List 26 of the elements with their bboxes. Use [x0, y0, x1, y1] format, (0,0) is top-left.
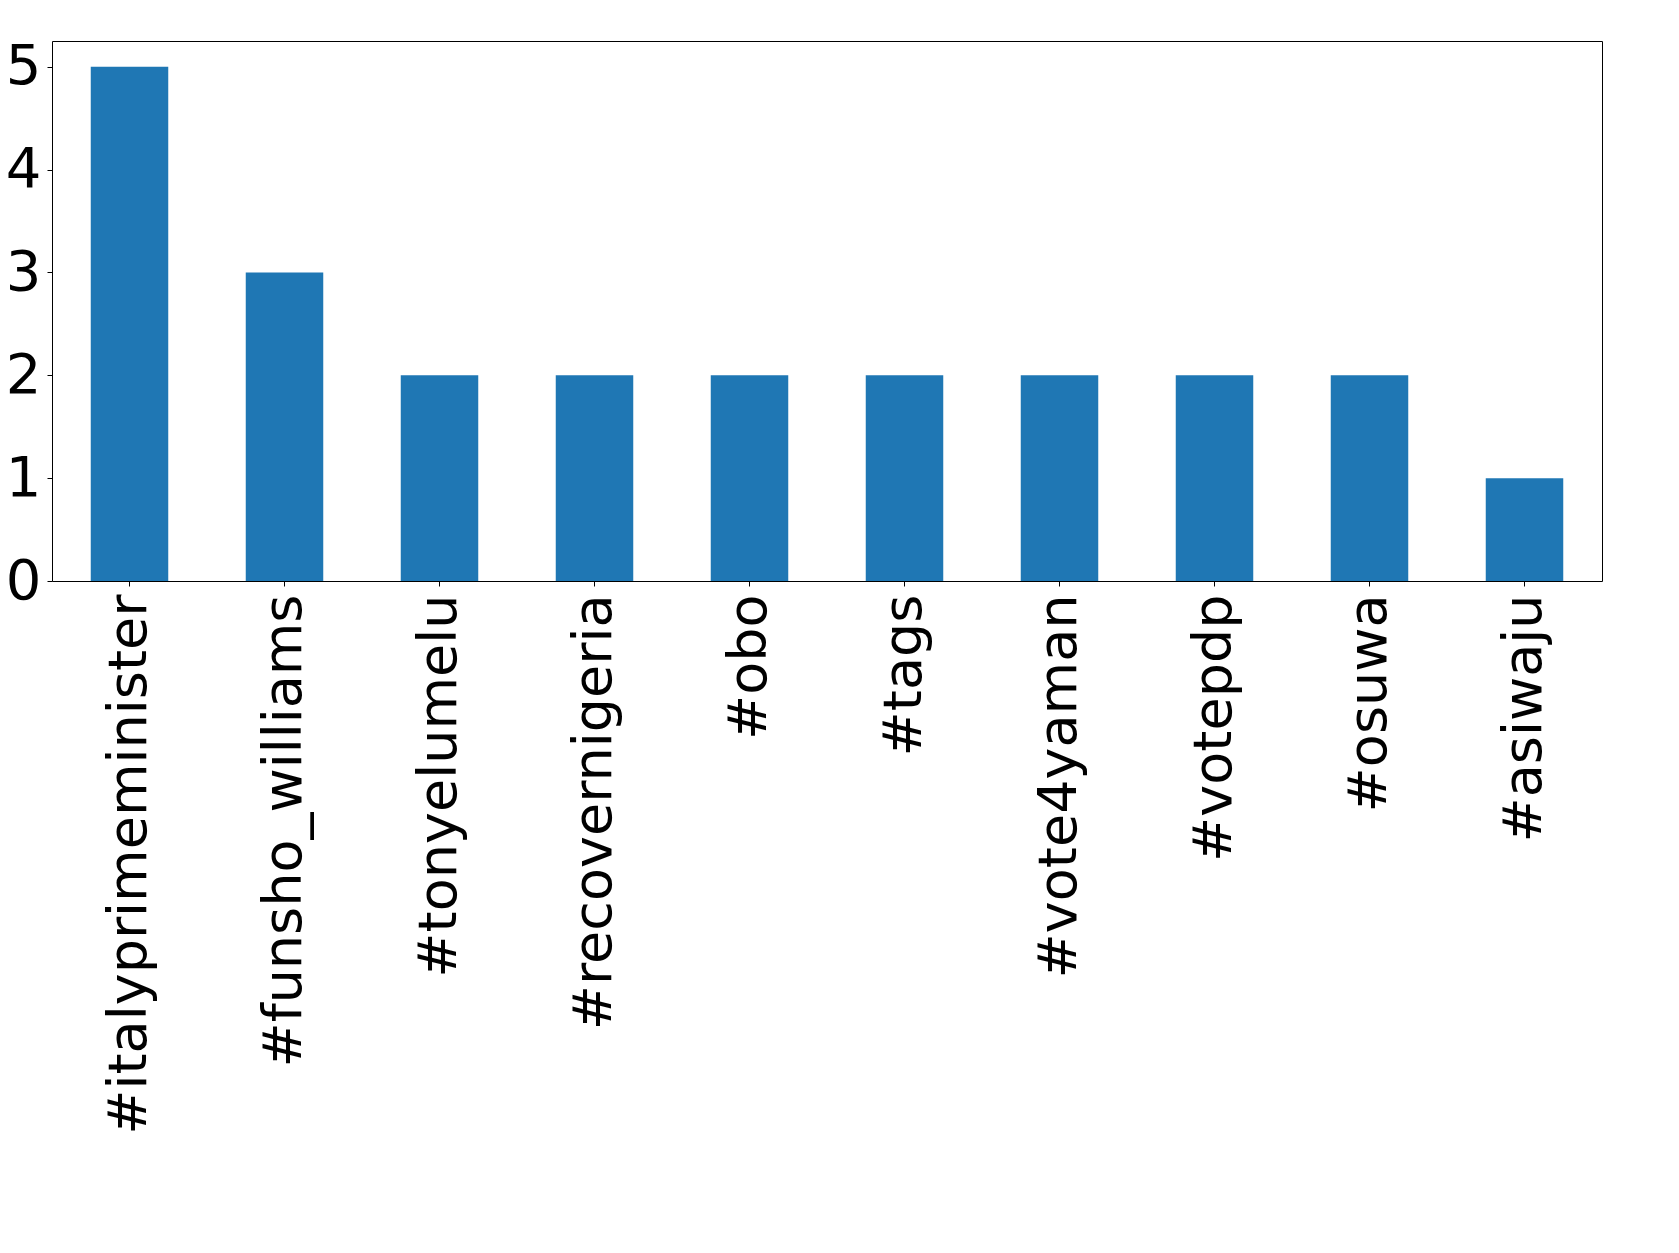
bar — [245, 272, 324, 581]
x-tick-label: #recovernigeria — [560, 594, 624, 1031]
bar — [400, 375, 479, 581]
x-tick-label: #vote4yaman — [1025, 594, 1089, 979]
y-tick-label: 3 — [5, 237, 42, 303]
x-tick-label: #osuwa — [1335, 594, 1399, 813]
bar — [1020, 375, 1099, 581]
bar — [555, 375, 634, 581]
x-tick-label: #tags — [870, 594, 934, 757]
bar — [865, 375, 944, 581]
bar — [1485, 478, 1564, 581]
x-tick-label: #funsho_williams — [250, 594, 314, 1068]
x-tick-label: #obo — [715, 594, 779, 741]
x-tick-label: #italyprimeminister — [95, 593, 159, 1135]
y-tick-label: 0 — [5, 546, 42, 612]
bar — [1175, 375, 1254, 581]
bar — [1330, 375, 1409, 581]
x-tick-label: #votepdp — [1180, 594, 1244, 862]
bar — [90, 66, 169, 581]
y-tick-label: 4 — [5, 135, 42, 201]
x-tick-label: #asiwaju — [1490, 594, 1554, 843]
y-tick-label: 2 — [5, 340, 42, 406]
x-tick-label: #tonyelumelu — [405, 594, 469, 978]
y-tick-label: 5 — [5, 32, 42, 98]
bar — [710, 375, 789, 581]
y-tick-label: 1 — [5, 443, 42, 509]
